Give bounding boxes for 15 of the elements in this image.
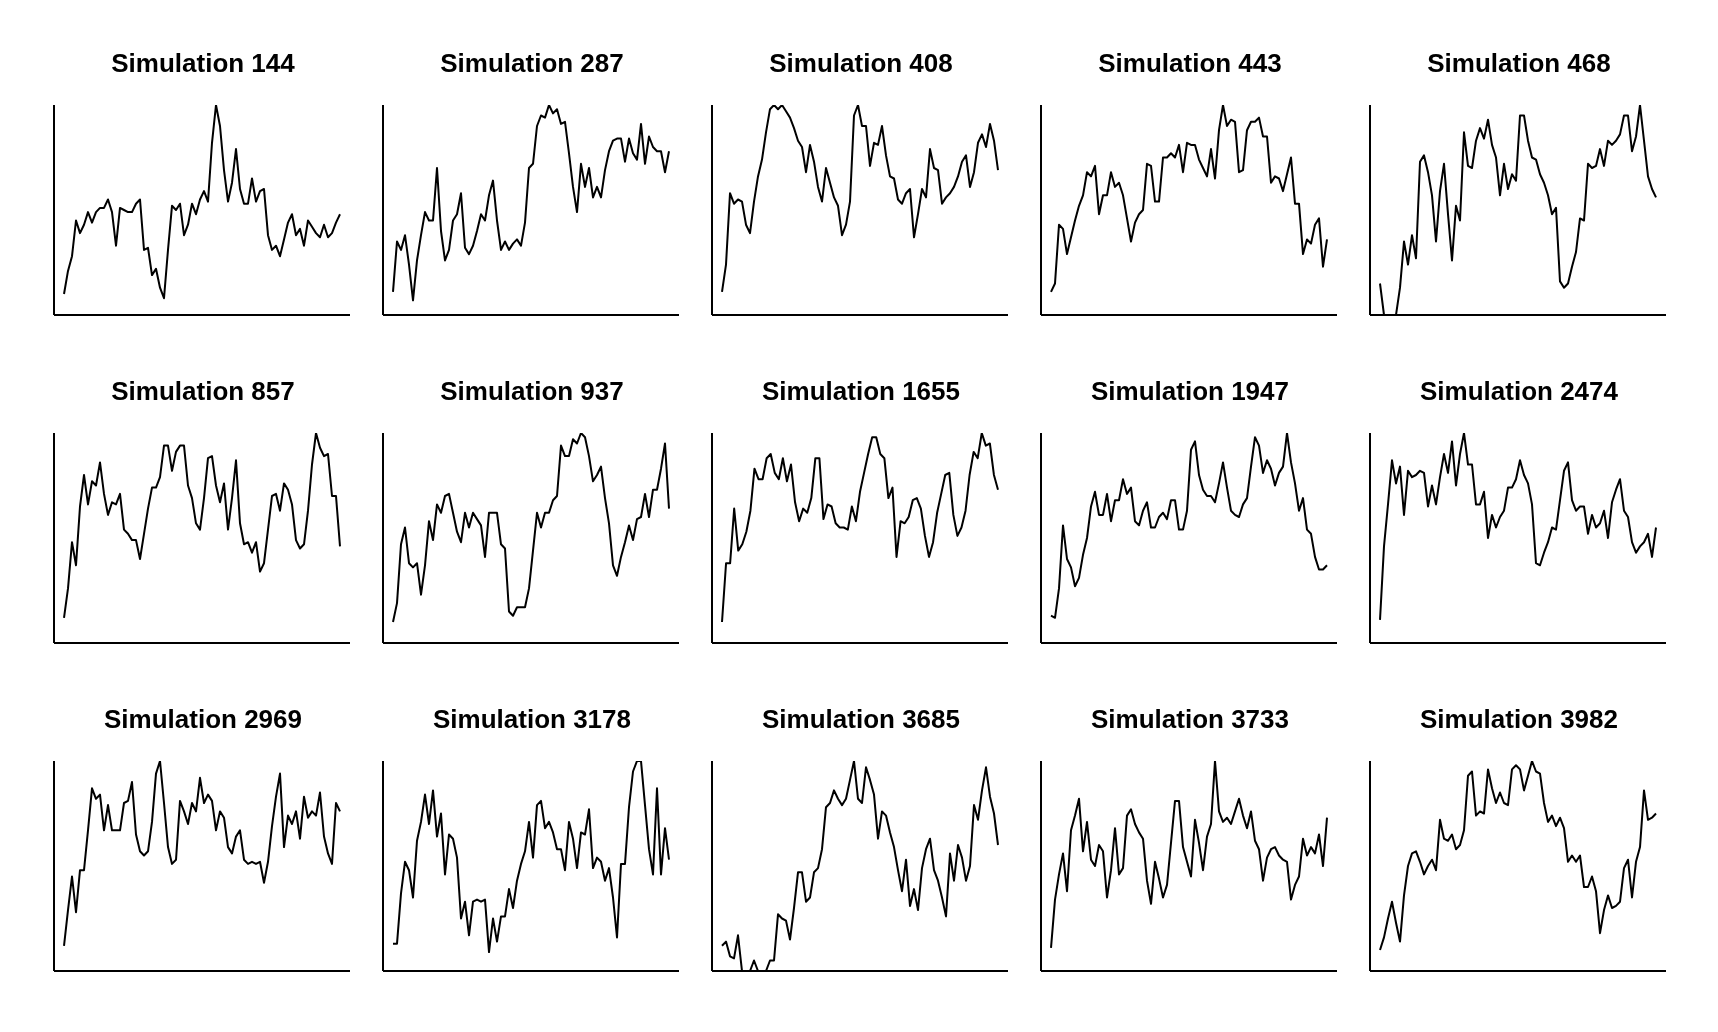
chart-title: Simulation 857 — [110, 376, 296, 408]
chart-title: Simulation 1947 — [1090, 376, 1290, 408]
chart-title: Simulation 408 — [768, 48, 954, 80]
chart-title: Simulation 2474 — [1419, 376, 1619, 408]
chart-title: Simulation 3685 — [761, 704, 961, 736]
chart-title: Simulation 3178 — [432, 704, 632, 736]
chart-title: Simulation 3733 — [1090, 704, 1290, 736]
chart-title: Simulation 144 — [110, 48, 296, 80]
chart-title: Simulation 2969 — [103, 704, 303, 736]
chart-title: Simulation 287 — [439, 48, 625, 80]
chart-title: Simulation 937 — [439, 376, 625, 408]
chart-title: Simulation 443 — [1097, 48, 1283, 80]
chart-title: Simulation 468 — [1426, 48, 1612, 80]
chart-title: Simulation 1655 — [761, 376, 961, 408]
chart-title: Simulation 3982 — [1419, 704, 1619, 736]
